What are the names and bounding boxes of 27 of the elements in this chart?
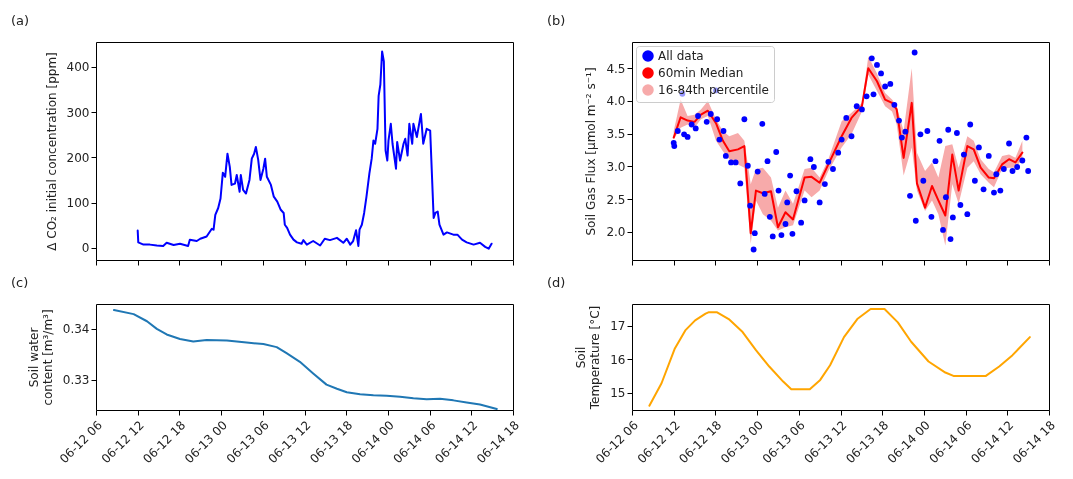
- y-tick-label: 4.5: [606, 61, 626, 76]
- chart-title: (b): [547, 13, 566, 28]
- y-tick-label: 2.0: [606, 225, 626, 240]
- y-tick-label: 0: [81, 241, 90, 256]
- y-tick-label: 0.33: [62, 373, 90, 388]
- y-tick-label: 2.5: [606, 192, 626, 207]
- y-tick-label: 300: [66, 105, 90, 120]
- y-tick-label: 4.0: [606, 94, 626, 109]
- y-tick-label: 200: [66, 150, 90, 165]
- y-tick-label: 3.0: [606, 159, 626, 174]
- y-tick-label: 0.34: [62, 322, 90, 337]
- y-tick-label: 3.5: [606, 127, 626, 142]
- legend-label: 60min Median: [658, 66, 744, 80]
- chart-title: (c): [11, 275, 29, 290]
- chart-title: (a): [11, 13, 30, 28]
- legend-label: All data: [658, 49, 704, 63]
- chart-title: (d): [547, 275, 566, 290]
- y-axis-title: Soil water content [m³/m³]: [26, 309, 55, 406]
- y-axis-title: Soil Temperature [°C]: [574, 305, 603, 411]
- y-tick-label: 100: [66, 196, 90, 211]
- y-tick-label: 17: [610, 319, 626, 334]
- y-axis-title: Δ CO₂ initial concentration [ppm]: [44, 52, 59, 251]
- y-axis-title: Soil Gas Flux [μmol m⁻² s⁻¹]: [584, 67, 599, 236]
- y-tick-label: 400: [66, 60, 90, 75]
- legend-label: 16-84th percentile: [658, 83, 770, 97]
- y-tick-label: 16: [610, 352, 626, 367]
- y-tick-label: 15: [610, 386, 626, 401]
